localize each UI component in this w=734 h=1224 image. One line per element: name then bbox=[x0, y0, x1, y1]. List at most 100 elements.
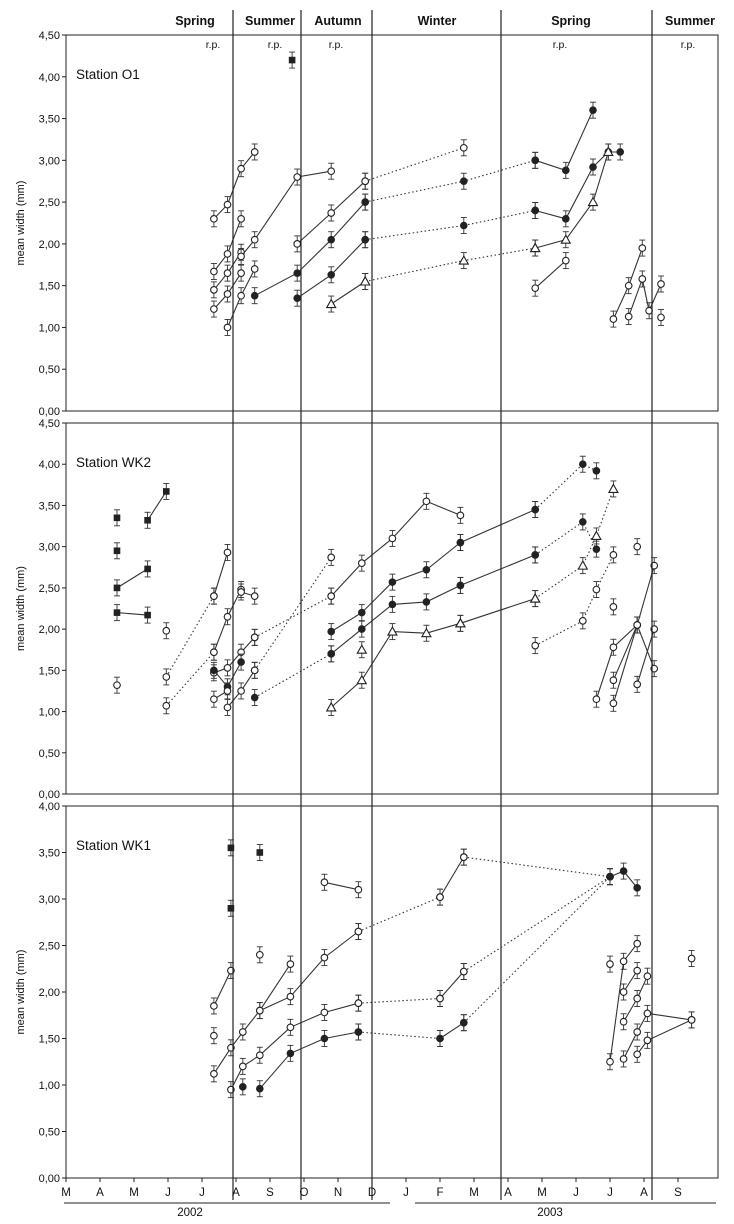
series-line bbox=[623, 970, 638, 993]
data-point bbox=[633, 994, 642, 1003]
series-line bbox=[460, 598, 536, 624]
data-series bbox=[210, 581, 245, 661]
x-tick-label: M bbox=[469, 1187, 479, 1199]
data-point bbox=[210, 1002, 218, 1010]
data-point bbox=[643, 1036, 652, 1045]
data-point bbox=[633, 966, 642, 975]
data-point bbox=[529, 242, 541, 253]
series-line bbox=[628, 277, 662, 317]
data-point bbox=[589, 106, 597, 114]
data-series bbox=[531, 546, 618, 655]
data-point bbox=[286, 1023, 295, 1032]
data-series bbox=[210, 962, 235, 1015]
data-series bbox=[288, 51, 296, 69]
y-tick-label: 4,00 bbox=[39, 72, 60, 84]
x-tick-label: N bbox=[334, 1187, 342, 1199]
y-axis-label: mean width (mm) bbox=[15, 566, 27, 651]
data-point bbox=[250, 148, 259, 156]
data-point bbox=[113, 584, 121, 592]
y-axis-label: mean width (mm) bbox=[15, 181, 27, 266]
data-point bbox=[327, 235, 336, 244]
y-tick-label: 2,00 bbox=[39, 239, 60, 251]
y-tick-label: 0,00 bbox=[39, 406, 60, 418]
series-line bbox=[254, 557, 332, 671]
data-point bbox=[592, 695, 601, 704]
season-label: Autumn bbox=[314, 14, 361, 28]
data-point bbox=[293, 294, 302, 303]
data-point bbox=[531, 206, 540, 215]
data-series bbox=[210, 1027, 218, 1045]
data-point bbox=[255, 1006, 264, 1015]
y-tick-label: 3,00 bbox=[39, 542, 60, 554]
data-point bbox=[436, 1034, 444, 1043]
data-series bbox=[361, 139, 468, 190]
series-line bbox=[439, 856, 465, 898]
chart-panel: 0,00 0,50 1,00 1,50 2,00 2,50 3,00 3,50 4,00 4,50… bbox=[15, 30, 719, 418]
data-series bbox=[531, 101, 597, 179]
data-point bbox=[531, 505, 540, 514]
y-tick-label: 3,00 bbox=[39, 894, 60, 906]
data-point bbox=[619, 1055, 628, 1063]
data-point bbox=[327, 271, 336, 279]
series-line bbox=[213, 970, 232, 1007]
panels: 0,00 0,50 1,00 1,50 2,00 2,50 3,00 3,50 4,00 4,50… bbox=[15, 30, 719, 1185]
data-point bbox=[354, 885, 363, 894]
data-point bbox=[210, 1031, 218, 1040]
data-point bbox=[643, 972, 652, 981]
x-tick-label: M bbox=[61, 1187, 71, 1199]
series-line bbox=[535, 151, 609, 249]
x-tick-label: J bbox=[607, 1187, 613, 1199]
data-point bbox=[609, 551, 618, 559]
y-tick-label: 2,00 bbox=[39, 624, 60, 636]
data-point bbox=[459, 143, 468, 152]
data-point bbox=[210, 592, 218, 600]
y-axis: 0,00 0,50 1,00 1,50 2,00 2,50 3,00 3,50 4,00 bbox=[39, 801, 66, 1185]
year-label: 2003 bbox=[537, 1207, 563, 1219]
data-point bbox=[456, 581, 465, 590]
data-point bbox=[327, 592, 336, 600]
data-series bbox=[609, 616, 642, 689]
data-point bbox=[561, 256, 570, 265]
data-point bbox=[422, 497, 431, 506]
data-series bbox=[687, 950, 696, 967]
x-tick-label: M bbox=[129, 1187, 139, 1199]
series-line bbox=[254, 201, 366, 297]
data-series bbox=[256, 844, 264, 861]
data-series bbox=[113, 509, 121, 527]
data-point bbox=[657, 313, 665, 322]
data-point bbox=[210, 267, 218, 276]
data-point bbox=[327, 627, 336, 636]
data-point bbox=[531, 641, 540, 650]
data-series bbox=[609, 598, 618, 616]
series-line bbox=[612, 624, 638, 681]
data-point bbox=[638, 275, 647, 283]
x-tick-label: D bbox=[368, 1187, 376, 1199]
season-label: Spring bbox=[175, 14, 215, 28]
data-point bbox=[113, 609, 121, 616]
x-tick-label: A bbox=[232, 1187, 240, 1199]
data-point bbox=[223, 269, 232, 277]
data-point bbox=[638, 244, 647, 252]
x-axis: M A M J J A S O N D J F M A M J J A S 2002 2003 bbox=[61, 1178, 716, 1219]
y-axis-label: mean width (mm) bbox=[15, 950, 27, 1035]
data-point bbox=[227, 844, 235, 852]
series-line bbox=[439, 1022, 465, 1039]
data-series bbox=[531, 455, 601, 519]
data-point bbox=[529, 592, 541, 603]
data-point bbox=[250, 291, 259, 300]
data-point bbox=[633, 621, 642, 629]
plot-frame bbox=[65, 34, 719, 412]
data-point bbox=[456, 538, 465, 547]
data-point bbox=[616, 148, 625, 156]
series-line bbox=[460, 509, 536, 544]
series-line bbox=[439, 971, 465, 999]
data-point bbox=[237, 588, 245, 596]
data-point bbox=[359, 275, 371, 286]
data-point bbox=[562, 215, 570, 223]
x-tick-label: J bbox=[573, 1187, 579, 1199]
data-series bbox=[327, 534, 465, 641]
data-point bbox=[687, 1016, 696, 1024]
data-point bbox=[609, 603, 618, 611]
data-point bbox=[223, 664, 232, 672]
data-point bbox=[624, 281, 633, 290]
